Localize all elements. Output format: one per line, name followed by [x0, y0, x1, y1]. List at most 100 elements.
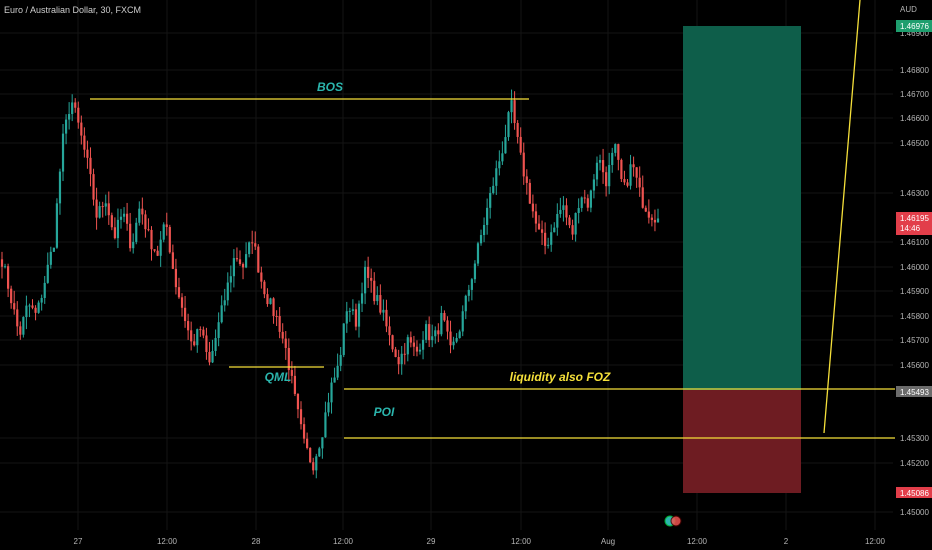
candlestick-series [0, 89, 660, 479]
candle-body [641, 187, 644, 208]
candle-body [638, 177, 641, 188]
candle-body [626, 182, 629, 186]
candle-body [525, 176, 528, 183]
candle-body [153, 249, 156, 251]
candle-body [180, 297, 184, 308]
candle-body [107, 203, 110, 216]
candle-body [309, 447, 312, 463]
candle-body [226, 282, 229, 301]
candle-body [446, 320, 449, 332]
candle-body [656, 218, 660, 223]
candle-body [177, 287, 181, 298]
candle-body [113, 227, 116, 239]
candle-body [434, 330, 437, 337]
candle-body [281, 331, 284, 339]
candle-body [351, 309, 354, 311]
candle-body [235, 258, 239, 260]
candle-body [232, 258, 235, 277]
price-tick-label: 1.45700 [900, 336, 929, 345]
candle-body [534, 211, 538, 224]
candle-body [507, 112, 510, 138]
candle-body [418, 349, 422, 352]
candle-body [397, 356, 400, 365]
candle-body [290, 370, 293, 376]
poi-label: POI [374, 405, 395, 419]
price-tick-label: 1.46600 [900, 114, 929, 123]
candle-body [306, 438, 309, 448]
candle-body [461, 311, 464, 332]
candle-body [650, 217, 653, 220]
candle-body [373, 280, 376, 302]
candle-body [412, 342, 416, 347]
candle-body [568, 217, 571, 226]
current-price-badge [896, 212, 932, 235]
candle-body [95, 199, 98, 218]
candle-body [415, 346, 419, 352]
time-axis[interactable]: 27 12:00 28 12:00 29 12:00 Aug 12:00 2 12:00 [74, 537, 886, 546]
candle-body [473, 263, 477, 280]
price-tick-label: 1.46000 [900, 263, 929, 272]
candle-body [71, 102, 74, 114]
candle-body [174, 268, 178, 288]
time-tick-label: 2 [784, 537, 789, 546]
candle-body [284, 338, 287, 348]
candle-body [605, 172, 608, 187]
price-tick-label: 1.46500 [900, 139, 929, 148]
stop-zone[interactable] [683, 390, 801, 493]
candle-body [440, 312, 443, 335]
candle-body [19, 326, 22, 335]
chart-title: Euro / Australian Dollar, 30, FXCM [4, 5, 142, 15]
candle-body [116, 219, 120, 239]
candle-body [617, 144, 620, 160]
candle-body [187, 321, 190, 331]
bos-label: BOS [317, 80, 343, 94]
price-tick-label: 1.45200 [900, 459, 929, 468]
candle-body [205, 335, 208, 353]
candle-body [342, 323, 345, 355]
candle-body [159, 239, 162, 256]
candle-body [464, 295, 467, 312]
candle-body [144, 214, 147, 230]
candle-body [299, 409, 303, 425]
candle-body [547, 244, 550, 246]
trend-projection-line[interactable] [823, 0, 861, 434]
candle-body [425, 324, 428, 340]
candle-body [614, 144, 617, 153]
price-tick-label: 1.45300 [900, 434, 929, 443]
candle-body [385, 309, 388, 327]
liquidity-label: liquidity also FOZ [510, 370, 611, 384]
candle-body [443, 312, 446, 321]
candle-body [52, 247, 55, 252]
candle-body [370, 277, 373, 281]
candle-body [101, 206, 104, 208]
candle-body [479, 235, 483, 244]
candle-body [77, 107, 80, 123]
candle-body [376, 295, 379, 302]
candle-body [428, 324, 431, 341]
candle-body [333, 377, 336, 383]
candle-body [223, 300, 226, 306]
candle-body [260, 272, 263, 282]
time-tick-label: 28 [252, 537, 261, 546]
candle-body [595, 162, 599, 180]
current-price-text: 1.46195 [900, 214, 929, 223]
candle-body [586, 198, 589, 208]
candle-body [431, 336, 434, 341]
price-axis[interactable]: AUD 1.46900 1.46800 1.46700 1.46600 1.46500 1… [896, 5, 932, 517]
time-tick-label: 12:00 [865, 537, 886, 546]
candle-body [64, 119, 68, 134]
candle-body [37, 302, 40, 313]
candle-body [162, 224, 165, 240]
candle-body [119, 216, 123, 220]
candle-body [354, 309, 358, 327]
candle-body [492, 185, 495, 194]
candle-body [156, 250, 159, 256]
candle-body [89, 157, 92, 175]
candle-body [367, 266, 370, 278]
candle-body [574, 213, 577, 235]
candle-body [394, 349, 397, 357]
economic-event-icon[interactable] [664, 515, 682, 527]
target-zone[interactable] [683, 26, 801, 390]
candle-body [183, 307, 187, 322]
